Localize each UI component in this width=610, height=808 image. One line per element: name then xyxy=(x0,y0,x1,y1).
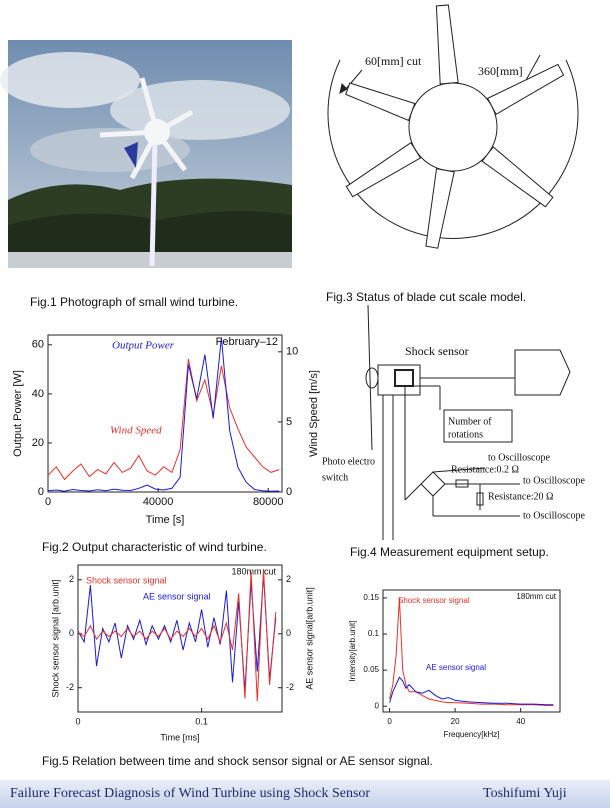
rotations-label: rotations xyxy=(448,429,483,440)
y2-tick-label: 10 xyxy=(286,346,298,358)
y2-axis-label: AE sensor signal[arb.unit] xyxy=(304,587,314,690)
blade xyxy=(345,82,416,122)
plot-frame xyxy=(382,589,561,713)
y2-tick-label: 2 xyxy=(286,574,291,584)
oscilloscope-label: to Oscilloscope xyxy=(488,452,550,463)
rotations-label: Number of xyxy=(448,416,492,427)
x-tick-label: 0.1 xyxy=(195,716,208,726)
y-tick-label: -2 xyxy=(66,682,74,692)
figure-caption: Fig.2 Output characteristic of wind turb… xyxy=(42,540,267,554)
cut-label: 60[mm] cut xyxy=(365,54,422,68)
oscilloscope-label: to Oscilloscope xyxy=(523,475,585,486)
y-tick-label: 0 xyxy=(375,701,380,710)
y2-tick-label: 5 xyxy=(286,416,292,428)
x-tick-label: 40 xyxy=(516,717,525,726)
y2-tick-label: 0 xyxy=(286,628,291,638)
y2-axis-label: Wind Speed [m/s] xyxy=(308,370,320,457)
blade xyxy=(435,4,459,85)
x-tick-label: 0 xyxy=(75,716,80,726)
y2-tick-label: 0 xyxy=(286,486,292,498)
series-label: Output Power xyxy=(112,340,175,352)
series-label: Shock sensor signal xyxy=(86,575,167,585)
x-tick-label: 40000 xyxy=(143,496,174,508)
x-axis-label: Frequency[kHz] xyxy=(443,730,499,739)
resistance-label: Resistance:20 Ω xyxy=(488,491,553,502)
y-tick-label: 0.1 xyxy=(368,629,380,638)
y-tick-label: 0.05 xyxy=(363,665,379,674)
x-tick-label: 20 xyxy=(451,717,460,726)
footer-title: Failure Forecast Diagnosis of Wind Turbi… xyxy=(10,786,370,801)
series-label: AE sensor signal xyxy=(426,663,486,672)
y-axis-label: Intensity[arb.unit] xyxy=(348,621,357,682)
series-label: AE sensor signal xyxy=(143,591,211,601)
x-tick-label: 0 xyxy=(387,717,392,726)
blade xyxy=(486,63,565,115)
y-axis-label: Output Power [W] xyxy=(12,370,24,457)
series-label: Shock sensor signal xyxy=(398,596,470,605)
turbine-photo xyxy=(0,40,292,268)
figure-caption: Fig.3 Status of blade cut scale model. xyxy=(326,290,526,304)
x-tick-label: 80000 xyxy=(253,496,284,508)
blade xyxy=(425,168,455,249)
footer-author: Toshifumi Yuji xyxy=(483,786,567,801)
diameter-label: 360[mm] xyxy=(478,64,523,78)
photo-switch-label: Photo electro xyxy=(322,456,375,467)
y-tick-label: 2 xyxy=(69,574,74,584)
y-axis-label: Shock sensor signal [arb.unit] xyxy=(50,579,60,697)
y-tick-label: 60 xyxy=(32,339,44,351)
chart-note: February–12 xyxy=(216,336,278,348)
figure-caption: Fig.1 Photograph of small wind turbine. xyxy=(30,295,238,309)
photo-switch-label: switch xyxy=(322,472,348,483)
blade-diagram xyxy=(327,4,579,249)
oscilloscope-label: to Oscilloscope xyxy=(523,510,585,521)
figure-caption: Fig.5 Relation between time and shock se… xyxy=(42,754,433,768)
plot-frame xyxy=(47,334,283,493)
blade xyxy=(481,146,554,208)
series-line xyxy=(47,337,280,492)
y-tick-label: 40 xyxy=(32,388,44,400)
blade xyxy=(345,141,422,198)
series-line xyxy=(389,597,554,706)
y-tick-label: 0 xyxy=(69,628,74,638)
setup-diagram xyxy=(365,304,571,540)
chart-note: 180mm cut xyxy=(516,592,556,601)
y-tick-label: 20 xyxy=(32,437,44,449)
y-tick-label: 0.15 xyxy=(363,593,379,602)
x-axis-label: Time [ms] xyxy=(160,732,199,742)
shock-sensor-label: Shock sensor xyxy=(405,344,469,358)
footer-bar xyxy=(0,780,610,808)
figure-caption: Fig.4 Measurement equipment setup. xyxy=(350,545,549,559)
series-label: Wind Speed xyxy=(110,425,162,437)
chart-note: 180mm cut xyxy=(231,566,276,576)
series-line xyxy=(389,676,554,706)
resistance-label: Resistance:0.2 Ω xyxy=(451,464,519,475)
series-line xyxy=(77,568,277,702)
x-axis-label: Time [s] xyxy=(146,514,185,526)
y-tick-label: 0 xyxy=(38,486,44,498)
x-tick-label: 0 xyxy=(45,496,51,508)
y2-tick-label: -2 xyxy=(286,682,294,692)
series-line xyxy=(47,358,280,481)
